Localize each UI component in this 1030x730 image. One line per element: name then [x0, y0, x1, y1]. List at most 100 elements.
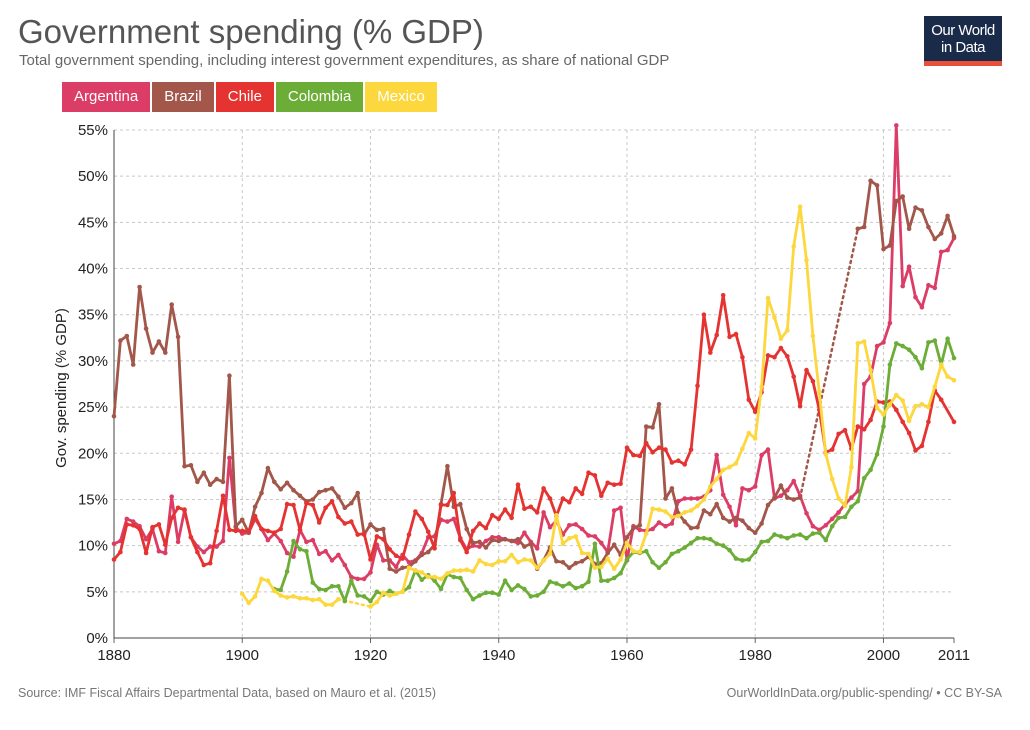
- data-point-colombia[interactable]: [624, 557, 630, 562]
- data-point-mexico[interactable]: [727, 464, 732, 470]
- data-point-brazil[interactable]: [656, 402, 662, 407]
- data-point-chile[interactable]: [207, 560, 213, 566]
- data-point-argentina[interactable]: [477, 544, 482, 549]
- data-point-argentina[interactable]: [611, 508, 617, 513]
- data-point-chile[interactable]: [515, 482, 521, 488]
- data-point-argentina[interactable]: [926, 282, 931, 288]
- data-point-argentina[interactable]: [881, 340, 886, 345]
- data-point-chile[interactable]: [502, 507, 508, 512]
- data-point-mexico[interactable]: [451, 568, 457, 573]
- data-point-chile[interactable]: [143, 550, 149, 556]
- data-point-brazil[interactable]: [118, 338, 123, 343]
- data-point-chile[interactable]: [169, 515, 174, 521]
- data-point-argentina[interactable]: [284, 550, 290, 556]
- data-point-argentina[interactable]: [688, 496, 694, 501]
- data-point-brazil[interactable]: [906, 226, 912, 232]
- data-point-brazil[interactable]: [567, 565, 572, 571]
- data-point-argentina[interactable]: [220, 538, 226, 544]
- data-point-chile[interactable]: [246, 528, 251, 534]
- legend-item-argentina[interactable]: Argentina: [62, 82, 151, 112]
- data-point-argentina[interactable]: [804, 511, 809, 516]
- data-point-colombia[interactable]: [740, 558, 745, 563]
- data-point-argentina[interactable]: [201, 549, 207, 555]
- data-point-chile[interactable]: [342, 521, 348, 526]
- data-point-argentina[interactable]: [733, 523, 739, 528]
- data-point-colombia[interactable]: [900, 343, 905, 349]
- data-point-colombia[interactable]: [541, 589, 546, 595]
- data-point-chile[interactable]: [425, 529, 431, 535]
- data-point-brazil[interactable]: [579, 559, 585, 564]
- data-point-brazil[interactable]: [355, 490, 361, 496]
- data-point-brazil[interactable]: [425, 549, 431, 555]
- data-point-chile[interactable]: [579, 491, 585, 497]
- data-point-chile[interactable]: [804, 367, 809, 373]
- data-point-brazil[interactable]: [631, 525, 636, 531]
- data-point-chile[interactable]: [477, 521, 482, 526]
- data-point-argentina[interactable]: [111, 541, 117, 547]
- data-point-colombia[interactable]: [746, 557, 752, 562]
- data-point-chile[interactable]: [611, 482, 617, 488]
- data-point-brazil[interactable]: [605, 550, 610, 556]
- data-point-mexico[interactable]: [624, 540, 630, 546]
- data-point-mexico[interactable]: [272, 588, 277, 594]
- data-point-chile[interactable]: [445, 502, 450, 508]
- data-point-argentina[interactable]: [836, 510, 841, 515]
- data-point-mexico[interactable]: [381, 590, 386, 595]
- data-point-argentina[interactable]: [906, 264, 912, 270]
- data-point-argentina[interactable]: [355, 576, 361, 582]
- data-point-chile[interactable]: [323, 505, 328, 511]
- data-point-colombia[interactable]: [817, 530, 822, 535]
- data-point-mexico[interactable]: [502, 559, 508, 564]
- data-point-argentina[interactable]: [316, 551, 322, 557]
- data-point-mexico[interactable]: [316, 596, 322, 602]
- data-point-brazil[interactable]: [272, 479, 277, 485]
- data-point-colombia[interactable]: [836, 515, 841, 521]
- data-point-mexico[interactable]: [400, 589, 405, 595]
- data-point-argentina[interactable]: [214, 544, 219, 549]
- data-point-argentina[interactable]: [695, 496, 700, 501]
- data-point-colombia[interactable]: [906, 347, 912, 353]
- data-point-brazil[interactable]: [746, 525, 752, 531]
- legend-item-colombia[interactable]: Colombia: [275, 82, 364, 112]
- data-point-chile[interactable]: [227, 527, 232, 533]
- data-point-mexico[interactable]: [906, 418, 912, 424]
- data-point-chile[interactable]: [316, 520, 322, 525]
- data-point-colombia[interactable]: [714, 541, 719, 547]
- data-point-mexico[interactable]: [528, 558, 534, 563]
- data-point-chile[interactable]: [836, 431, 841, 437]
- data-point-chile[interactable]: [336, 514, 341, 520]
- data-point-mexico[interactable]: [496, 559, 502, 564]
- data-point-chile[interactable]: [381, 536, 386, 542]
- data-point-mexico[interactable]: [708, 484, 713, 489]
- legend-item-chile[interactable]: Chile: [215, 82, 274, 112]
- data-point-mexico[interactable]: [945, 374, 950, 379]
- data-point-chile[interactable]: [643, 440, 649, 446]
- data-point-brazil[interactable]: [714, 501, 719, 507]
- data-point-chile[interactable]: [894, 407, 899, 413]
- data-point-brazil[interactable]: [336, 494, 341, 500]
- data-point-argentina[interactable]: [894, 123, 899, 128]
- data-point-colombia[interactable]: [669, 551, 675, 557]
- data-point-chile[interactable]: [810, 378, 816, 384]
- data-point-colombia[interactable]: [361, 594, 367, 599]
- data-point-mexico[interactable]: [515, 560, 521, 565]
- data-point-argentina[interactable]: [785, 487, 790, 493]
- data-point-mexico[interactable]: [656, 507, 662, 512]
- data-point-mexico[interactable]: [554, 512, 559, 518]
- data-point-brazil[interactable]: [175, 334, 181, 340]
- data-point-argentina[interactable]: [163, 550, 168, 556]
- data-point-chile[interactable]: [259, 526, 264, 532]
- data-point-chile[interactable]: [855, 424, 861, 429]
- data-point-argentina[interactable]: [586, 533, 591, 538]
- data-point-chile[interactable]: [605, 480, 610, 486]
- data-point-brazil[interactable]: [195, 479, 200, 485]
- data-point-mexico[interactable]: [797, 204, 803, 209]
- data-point-chile[interactable]: [541, 486, 546, 491]
- data-point-chile[interactable]: [631, 452, 636, 458]
- data-point-mexico[interactable]: [791, 244, 796, 249]
- data-point-chile[interactable]: [387, 547, 393, 552]
- data-point-argentina[interactable]: [393, 564, 399, 570]
- data-point-brazil[interactable]: [682, 519, 687, 524]
- data-point-argentina[interactable]: [124, 516, 130, 522]
- data-point-argentina[interactable]: [304, 539, 309, 545]
